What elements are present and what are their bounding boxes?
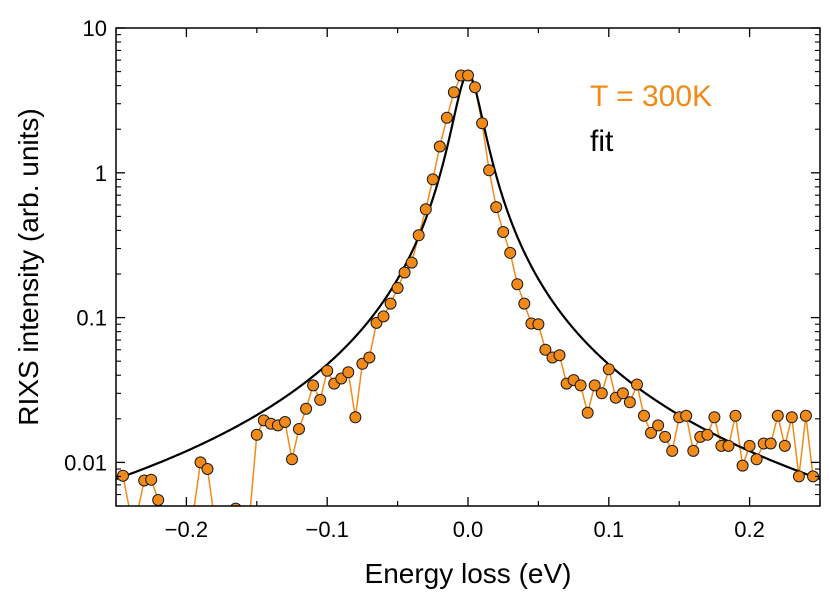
data-point (785, 411, 798, 424)
data-point (412, 229, 425, 242)
legend-entry-fit: fit (590, 125, 614, 158)
data-point (539, 343, 552, 356)
data-point (419, 203, 432, 216)
data-point (286, 453, 298, 466)
data-point (595, 387, 608, 400)
data-point (293, 423, 305, 435)
tick-labels-layer: −0.2 −0.1 0.0 0.1 0.2 0.01 0.1 1 10 (64, 16, 765, 542)
y-tick-label: 1 (95, 161, 107, 186)
data-point (201, 463, 214, 475)
data-point (349, 411, 362, 424)
data-point (623, 396, 636, 409)
data-point (659, 430, 672, 443)
data-point (729, 409, 742, 422)
data-point (405, 256, 418, 269)
data-point (398, 266, 411, 279)
data-point (384, 297, 397, 310)
data-point (497, 226, 510, 238)
data-point (469, 81, 481, 94)
data-point (792, 470, 805, 483)
data-point (490, 201, 503, 214)
data-point (483, 164, 496, 177)
data-point (152, 494, 165, 506)
data-line (122, 74, 814, 506)
x-tick-label: −0.2 (165, 517, 208, 542)
data-point (581, 406, 594, 419)
data-point (750, 453, 763, 466)
data-point (223, 507, 234, 518)
data-point (209, 515, 220, 526)
data-point (321, 364, 334, 377)
legend-entry-data: T = 300K (590, 80, 712, 113)
data-point (764, 437, 777, 450)
y-tick-label: 0.01 (64, 450, 107, 475)
data-point (532, 318, 545, 331)
data-point (117, 469, 129, 482)
data-point (440, 111, 453, 124)
data-point (363, 351, 376, 364)
data-point (447, 86, 460, 99)
data-point (652, 419, 665, 432)
x-tick-label: −0.1 (305, 517, 348, 542)
data-point (504, 246, 517, 259)
data-point (250, 428, 263, 441)
x-tick-label: 0.0 (453, 517, 484, 542)
x-tick-label: 0.2 (734, 517, 765, 542)
data-point (778, 439, 791, 452)
data-point (736, 459, 749, 472)
y-tick-label: 0.1 (76, 306, 107, 331)
data-point (244, 509, 255, 520)
data-point (216, 510, 227, 521)
data-point (631, 378, 643, 391)
data-point (462, 69, 474, 82)
data-point (638, 409, 650, 422)
data-point (771, 409, 784, 422)
data-point (680, 409, 693, 422)
data-point (708, 411, 721, 424)
data-point (433, 140, 446, 153)
legend: T = 300K fit (590, 80, 712, 158)
y-axis-label: RIXS intensity (arb. units) (13, 108, 44, 425)
x-tick-label: 0.1 (594, 517, 625, 542)
data-point (237, 507, 248, 518)
data-point (342, 366, 355, 379)
data-point (616, 387, 629, 400)
data-point (574, 379, 587, 392)
data-point (300, 402, 313, 415)
data-point (701, 428, 714, 441)
data-point (476, 117, 489, 130)
data-point (743, 439, 756, 452)
data-point (645, 426, 657, 439)
data-point (666, 444, 679, 457)
data-point (602, 363, 615, 376)
data-point (145, 473, 158, 486)
data-point (511, 278, 524, 291)
ticks-layer (115, 27, 821, 507)
data-point (132, 509, 143, 520)
x-axis-label: Energy loss (eV) (365, 558, 572, 589)
y-tick-label: 10 (83, 16, 107, 41)
data-point (426, 173, 439, 186)
series-layer (116, 69, 820, 526)
data-point (377, 310, 390, 323)
data-point (687, 444, 700, 457)
data-point (279, 416, 291, 428)
data-point (125, 507, 136, 518)
data-point (230, 502, 242, 506)
data-point (314, 393, 327, 406)
data-point (799, 409, 812, 422)
data-point (722, 439, 735, 452)
data-point (391, 282, 404, 294)
data-point (588, 379, 601, 392)
data-point (518, 297, 531, 310)
data-point (307, 379, 320, 392)
data-point (553, 349, 566, 362)
